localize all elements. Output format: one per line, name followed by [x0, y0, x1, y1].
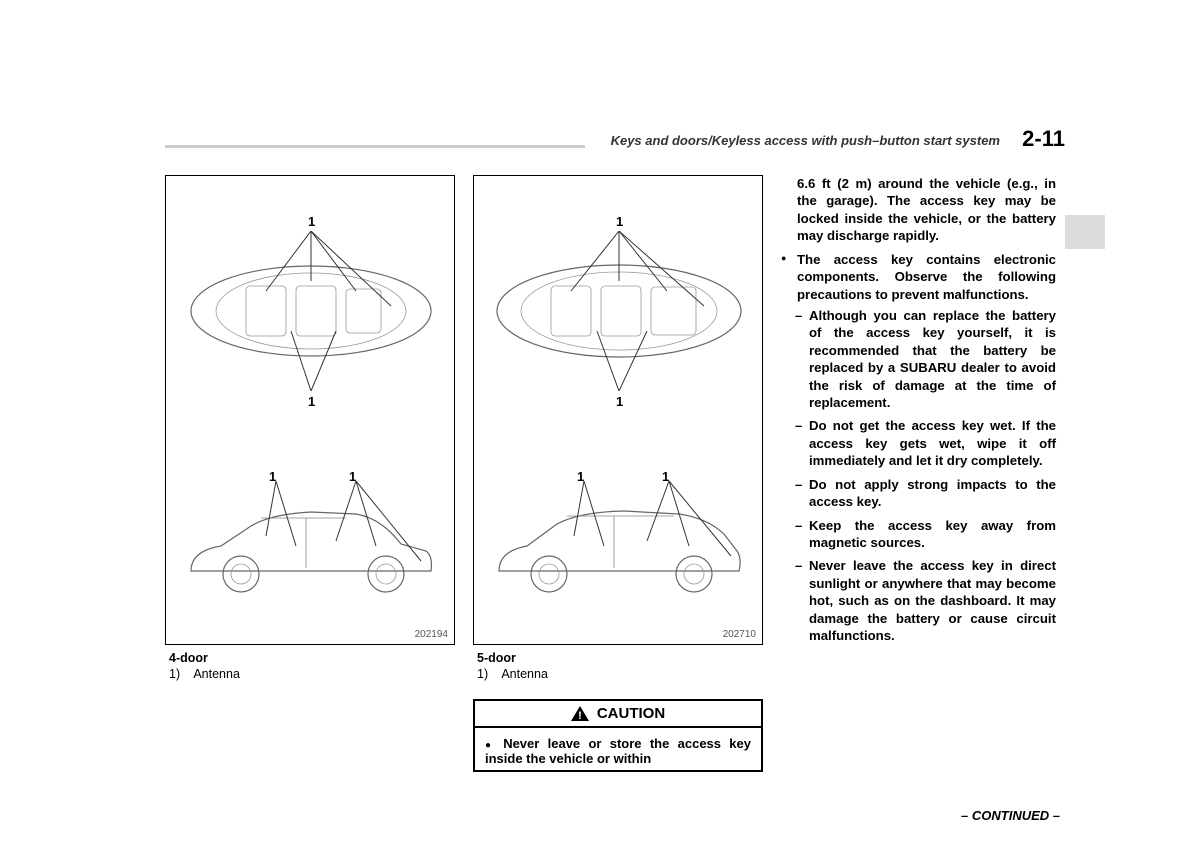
dash-item: Keep the access key away from magnetic s… [781, 517, 1056, 552]
figure-5door: 1 1 1 1 202710 [473, 175, 763, 645]
caution-item: Never leave or store the access key insi… [485, 736, 751, 766]
figure-4door: 1 1 1 1 202194 [165, 175, 455, 645]
legend-num: 1) [169, 667, 180, 681]
car-side-view-5door [489, 476, 749, 616]
dash-item: Do not apply strong impacts to the acces… [781, 476, 1056, 511]
car-top-view-4door [181, 231, 441, 391]
figure-caption: 5-door [477, 651, 763, 665]
callout-label: 1 [616, 214, 623, 229]
dash-item: Do not get the access key wet. If the ac… [781, 417, 1056, 469]
car-top-view-5door [489, 231, 749, 391]
legend-text: Antenna [501, 667, 548, 681]
caution-box: ! CAUTION Never leave or store the acces… [473, 699, 763, 772]
figure-ref-number: 202710 [723, 629, 756, 640]
dash-item: Although you can replace the battery of … [781, 307, 1056, 412]
figure-legend: 1) Antenna [477, 667, 763, 681]
callout-label: 1 [269, 469, 276, 484]
warning-icon: ! [571, 706, 589, 721]
header-rule [165, 145, 585, 148]
column-2: 1 1 1 1 202710 5-door 1) [473, 175, 763, 772]
dash-item: Never leave the access key in direct sun… [781, 557, 1056, 644]
callout-label: 1 [308, 394, 315, 409]
callout-label: 1 [662, 469, 669, 484]
continued-marker: – CONTINUED – [961, 808, 1060, 823]
caution-body: Never leave or store the access key insi… [475, 728, 761, 770]
figure-legend: 1) Antenna [169, 667, 455, 681]
figure-ref-number: 202194 [415, 629, 448, 640]
callout-label: 1 [349, 469, 356, 484]
column-1: 1 1 1 1 202194 4-door 1) [165, 175, 455, 772]
section-tab [1065, 215, 1105, 249]
content-columns: 1 1 1 1 202194 4-door 1) [165, 175, 1060, 772]
legend-num: 1) [477, 667, 488, 681]
caution-title: CAUTION [597, 705, 665, 722]
page-number: 2-11 [1022, 126, 1065, 152]
callout-label: 1 [616, 394, 623, 409]
caution-header: ! CAUTION [475, 701, 761, 728]
callout-label: 1 [308, 214, 315, 229]
figure-caption: 4-door [169, 651, 455, 665]
bullet-item: The access key contains electronic compo… [781, 251, 1056, 303]
svg-text:!: ! [578, 710, 582, 721]
legend-text: Antenna [193, 667, 240, 681]
body-continuation: 6.6 ft (2 m) around the vehicle (e.g., i… [781, 175, 1056, 245]
callout-label: 1 [577, 469, 584, 484]
header-breadcrumb: Keys and doors/Keyless access with push–… [611, 133, 1000, 148]
car-side-view-4door [181, 476, 441, 616]
column-3: 6.6 ft (2 m) around the vehicle (e.g., i… [781, 175, 1056, 772]
